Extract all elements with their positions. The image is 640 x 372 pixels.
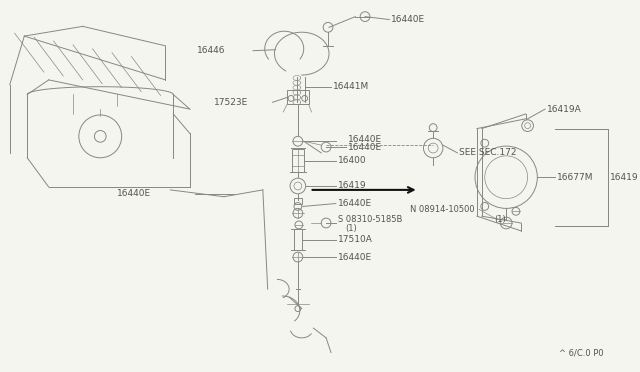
- Text: N 08914-10500: N 08914-10500: [410, 205, 475, 214]
- Bar: [292, 149, 304, 172]
- Text: (1): (1): [346, 224, 357, 233]
- Bar: [287, 90, 308, 104]
- Text: 16419A: 16419A: [547, 105, 582, 113]
- Text: S 08310-5185B: S 08310-5185B: [338, 215, 402, 224]
- Bar: [294, 229, 301, 250]
- Bar: [294, 198, 301, 203]
- Text: 16441M: 16441M: [333, 82, 369, 91]
- Text: 16419: 16419: [611, 173, 639, 182]
- Text: 17523E: 17523E: [214, 98, 248, 107]
- Text: SEE SEC.172: SEE SEC.172: [460, 148, 517, 157]
- Text: 16440E: 16440E: [348, 142, 381, 151]
- Text: 16440E: 16440E: [391, 15, 426, 24]
- Text: 16446: 16446: [196, 46, 225, 55]
- Text: 17510A: 17510A: [338, 235, 372, 244]
- Text: ^ 6/C.0 P0: ^ 6/C.0 P0: [559, 348, 604, 357]
- Text: 16400: 16400: [338, 156, 366, 165]
- Text: 16419: 16419: [338, 182, 366, 190]
- Text: 16440E: 16440E: [117, 189, 151, 198]
- Text: 16440E: 16440E: [338, 199, 372, 208]
- Text: 16440E: 16440E: [338, 253, 372, 262]
- Text: 16440E: 16440E: [348, 135, 381, 144]
- Text: (1): (1): [495, 215, 506, 224]
- Text: 16677M: 16677M: [557, 173, 593, 182]
